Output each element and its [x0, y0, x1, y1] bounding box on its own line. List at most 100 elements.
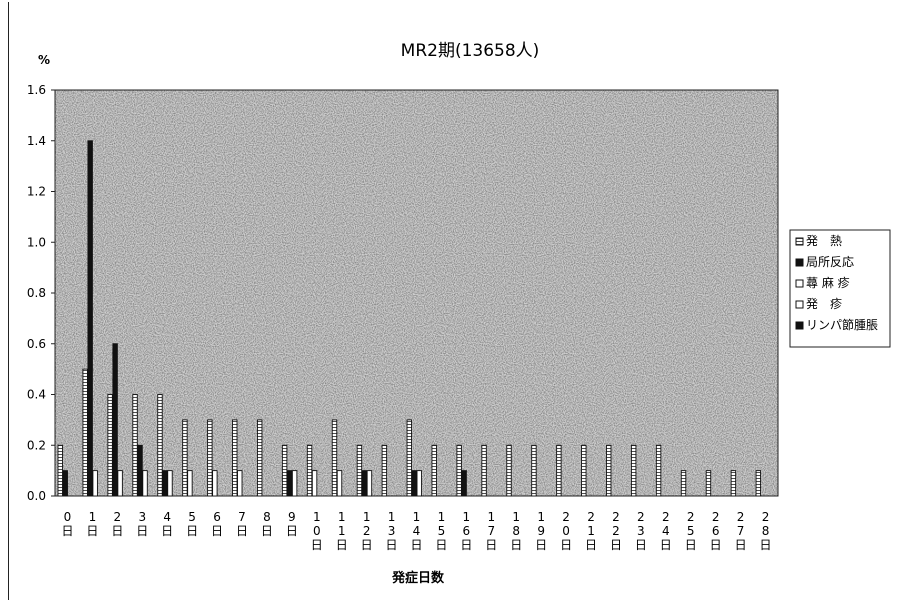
x-axis-labels: 0日1日2日3日4日5日6日7日8日9日10日11日12日13日14日15日16…	[61, 510, 771, 552]
x-tick-label: 2	[637, 510, 645, 524]
x-tick-label: 1	[388, 510, 396, 524]
bar-1-28	[755, 470, 762, 497]
x-tick-label: 日	[386, 538, 398, 552]
y-tick-label: 0.8	[27, 286, 46, 300]
x-tick-label: 3	[138, 510, 146, 524]
x-tick-label: 1	[313, 510, 321, 524]
bar-1-9	[281, 444, 288, 497]
bar-1-22	[606, 444, 612, 497]
x-tick-label: 5	[188, 510, 196, 524]
x-tick-label: 4	[163, 510, 171, 524]
y-tick-label: 0.6	[27, 337, 46, 351]
x-tick-label: 日	[410, 538, 422, 552]
bar-1-18	[506, 444, 512, 497]
bar-1-23	[630, 444, 637, 497]
chart-title: MR2期(13658人)	[401, 41, 540, 61]
legend-label: リンパ節腫脹	[806, 317, 878, 332]
y-axis: 0.0 0.2 0.4 0.6 0.8 1.0 1.2 1.4 1.6	[27, 83, 55, 503]
legend-swatch	[795, 279, 804, 288]
x-tick-label: 2	[612, 510, 620, 524]
bar-1-26	[705, 470, 712, 497]
legend-label: 局所反応	[806, 255, 854, 269]
x-tick-label: 日	[435, 538, 447, 552]
x-tick-label: 日	[585, 538, 597, 552]
x-tick-label: 日	[685, 538, 697, 552]
x-tick-label: 7	[737, 524, 745, 538]
x-tick-label: 1	[338, 510, 346, 524]
x-tick-label: 6	[463, 524, 471, 538]
x-tick-label: 2	[662, 510, 670, 524]
x-tick-label: 日	[336, 538, 348, 552]
bar-1-0	[57, 444, 63, 497]
x-tick-label: 4	[662, 524, 670, 538]
y-tick-label: 1.2	[27, 185, 46, 199]
x-tick-label: 1	[438, 510, 446, 524]
bar-3-12	[366, 470, 373, 497]
y-axis-label: %	[38, 53, 50, 67]
x-tick-label: 日	[236, 524, 248, 538]
x-tick-label: 2	[363, 524, 371, 538]
bar-2-14	[411, 470, 417, 497]
x-tick-label: 9	[288, 510, 296, 524]
legend-swatch	[795, 258, 804, 267]
bar-2-4	[162, 470, 168, 497]
x-tick-label: 2	[687, 510, 695, 524]
x-tick-label: 8	[762, 524, 770, 538]
x-tick-label: 1	[537, 510, 545, 524]
legend-label: 発 熱	[806, 234, 842, 248]
x-tick-label: 日	[161, 524, 173, 538]
x-tick-label: 1	[413, 510, 421, 524]
bar-1-5	[182, 419, 188, 497]
x-tick-label: 6	[712, 524, 720, 538]
y-tick-label: 0.0	[27, 489, 46, 503]
legend-label: 蕁 麻 疹	[806, 275, 850, 290]
bar-3-9	[291, 470, 298, 497]
x-tick-label: 5	[438, 524, 446, 538]
x-tick-label: 日	[635, 538, 647, 552]
bar-1-7	[232, 419, 238, 497]
bar-1-15	[431, 444, 437, 497]
x-tick-label: 1	[463, 510, 471, 524]
bar-2-1	[87, 140, 93, 497]
bar-1-27	[730, 470, 737, 497]
x-tick-label: 日	[211, 524, 223, 538]
bars	[57, 140, 762, 497]
x-tick-label: 日	[735, 538, 747, 552]
bar-3-14	[416, 470, 422, 497]
x-tick-label: 1	[89, 510, 97, 524]
bar-1-1	[82, 368, 88, 497]
legend-swatch	[795, 321, 804, 330]
bar-3-3	[142, 470, 148, 497]
bar-1-25	[680, 470, 687, 497]
x-tick-label: 1	[512, 510, 520, 524]
x-tick-label: 2	[562, 510, 570, 524]
bar-2-16	[461, 470, 467, 497]
x-tick-label: 2	[612, 524, 620, 538]
x-tick-label: 日	[710, 538, 722, 552]
bar-1-21	[581, 444, 587, 497]
x-tick-label: 日	[560, 538, 572, 552]
x-tick-label: 2	[762, 510, 770, 524]
x-tick-label: 2	[737, 510, 745, 524]
bar-2-0	[62, 470, 68, 497]
bar-1-24	[655, 444, 662, 497]
x-tick-label: 0	[313, 524, 321, 538]
plot-texture	[55, 90, 778, 496]
x-tick-label: 日	[485, 538, 497, 552]
x-tick-label: 3	[637, 524, 645, 538]
x-tick-label: 日	[136, 524, 148, 538]
x-tick-label: 日	[86, 524, 98, 538]
bar-3-10	[311, 470, 318, 497]
bar-1-14	[406, 419, 412, 497]
x-tick-label: 2	[114, 510, 122, 524]
x-tick-label: 日	[286, 524, 298, 538]
bar-1-10	[306, 444, 313, 497]
legend-swatch	[795, 300, 804, 309]
x-tick-label: 5	[687, 524, 695, 538]
x-tick-label: 8	[512, 524, 520, 538]
legend-box	[789, 229, 891, 348]
bar-1-8	[256, 419, 263, 497]
bar-1-2	[107, 394, 113, 497]
x-tick-label: 9	[537, 524, 545, 538]
y-tick-label: 0.4	[27, 388, 46, 402]
